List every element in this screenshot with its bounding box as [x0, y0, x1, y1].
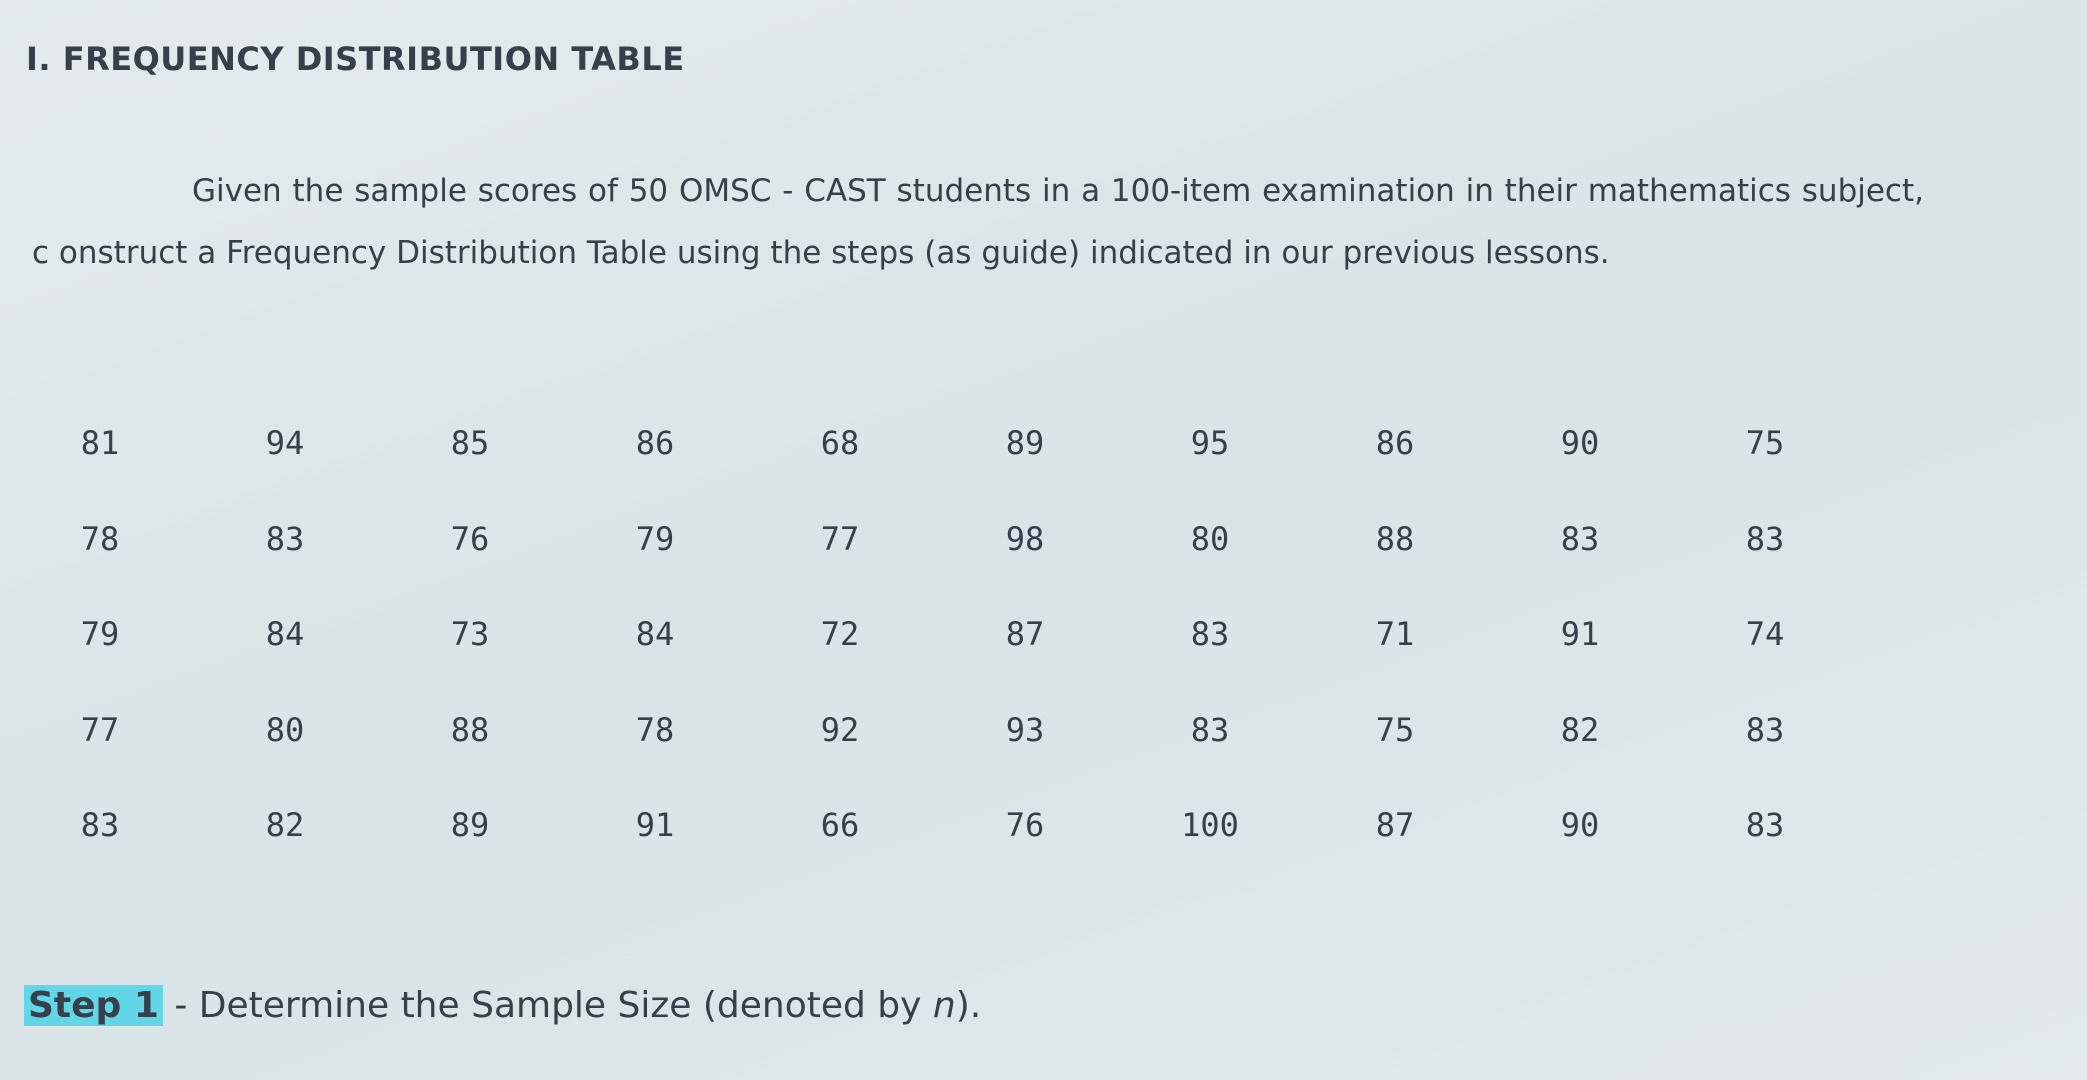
score-cell: 83	[1560, 519, 1600, 558]
score-cell: 68	[820, 424, 860, 462]
score-cell: 89	[450, 806, 490, 844]
score-cell: 91	[1560, 615, 1600, 653]
score-cell: 79	[635, 519, 675, 558]
heading: I. FREQUENCY DISTRIBUTION TABLE	[26, 40, 685, 78]
score-cell: 95	[1190, 424, 1230, 462]
score-cell: 82	[265, 806, 305, 844]
score-cell: 88	[450, 710, 490, 749]
step-line: Step 1 - Determine the Sample Size (deno…	[24, 985, 981, 1026]
score-cell: 77	[820, 519, 860, 558]
score-cell: 75	[1745, 424, 1785, 462]
score-cell: 80	[265, 710, 305, 749]
score-cell: 91	[635, 806, 675, 844]
score-cell: 71	[1375, 615, 1415, 653]
step-text: - Determine the Sample Size (denoted by	[162, 985, 933, 1026]
score-cell: 78	[635, 710, 675, 749]
score-cell: 84	[635, 615, 675, 653]
score-cell: 66	[820, 806, 860, 844]
score-cell: 90	[1560, 806, 1600, 844]
score-cell: 87	[1005, 615, 1045, 653]
score-cell: 90	[1560, 424, 1600, 462]
score-cell: 92	[820, 710, 860, 749]
instructions: Given the sample scores of 50 OMSC - CAS…	[32, 173, 1924, 271]
score-cell: 98	[1005, 519, 1045, 558]
score-cell: 100	[1181, 806, 1239, 844]
step-end: ).	[955, 985, 982, 1026]
score-cell: 85	[450, 424, 490, 462]
score-cell: 87	[1375, 806, 1415, 844]
score-cell: 72	[820, 615, 860, 653]
score-cell: 77	[80, 710, 120, 749]
score-cell: 89	[1005, 424, 1045, 462]
score-cell: 88	[1375, 519, 1415, 558]
score-cell: 94	[265, 424, 305, 462]
score-cell: 83	[1190, 615, 1230, 653]
step-variable: n	[932, 985, 956, 1026]
score-cell: 75	[1375, 710, 1415, 749]
score-cell: 84	[265, 615, 305, 653]
score-cell: 83	[1745, 806, 1785, 844]
score-cell: 74	[1745, 615, 1785, 653]
score-cell: 80	[1190, 519, 1230, 558]
score-cell: 93	[1005, 710, 1045, 749]
score-cell: 86	[1375, 424, 1415, 462]
score-cell: 83	[80, 806, 120, 844]
step-label: Step 1	[24, 985, 163, 1026]
score-cell: 82	[1560, 710, 1600, 749]
score-cell: 86	[635, 424, 675, 462]
score-cell: 81	[80, 424, 120, 462]
score-cell: 78	[80, 519, 120, 558]
score-cell: 79	[80, 615, 120, 653]
score-cell: 83	[1745, 519, 1785, 558]
score-cell: 83	[1745, 710, 1785, 749]
score-cell: 76	[1005, 806, 1045, 844]
score-cell: 76	[450, 519, 490, 558]
score-cell: 73	[450, 615, 490, 653]
score-cell: 83	[265, 519, 305, 558]
score-cell: 83	[1190, 710, 1230, 749]
